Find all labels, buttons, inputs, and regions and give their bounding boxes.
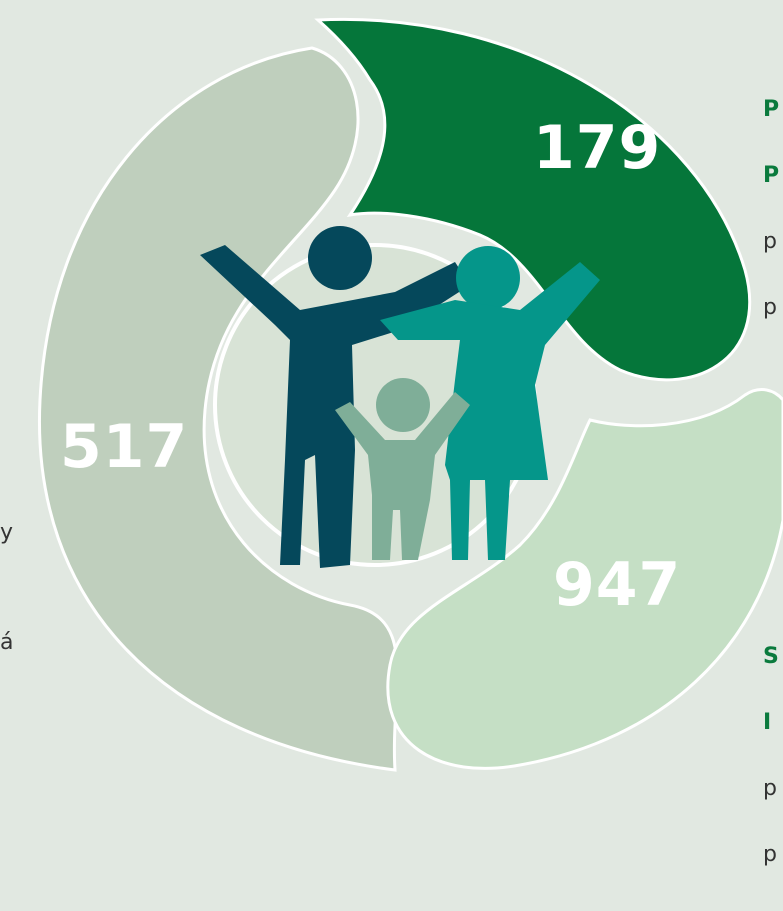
child-figure: [335, 378, 470, 560]
right-bottom-bold-2: I: [763, 710, 772, 735]
right-bottom-line-4: p: [763, 842, 777, 867]
value-top-179: 179: [533, 113, 662, 183]
right-top-line-3: p: [763, 229, 777, 254]
value-left-517: 517: [60, 412, 189, 482]
infographic: 179 517 947 P P p p S I p p y á: [0, 17, 783, 866]
right-top-caption: P P p p: [763, 55, 783, 363]
right-top-line-4: p: [763, 295, 777, 320]
right-bottom-line-3: p: [763, 776, 777, 801]
right-top-bold-2: P: [763, 163, 780, 188]
value-right-947: 947: [553, 550, 682, 620]
right-bottom-bold-1: S: [763, 644, 779, 669]
right-top-bold-1: P: [763, 97, 780, 122]
left-fragment-2: á: [0, 630, 14, 655]
left-fragment-1: y: [0, 520, 14, 545]
donut-graphic: [37, 17, 783, 772]
segment-right: [386, 388, 783, 770]
right-bottom-caption: S I p p: [763, 602, 783, 910]
segment-top: [314, 17, 752, 382]
adult-2-figure: [380, 246, 600, 560]
